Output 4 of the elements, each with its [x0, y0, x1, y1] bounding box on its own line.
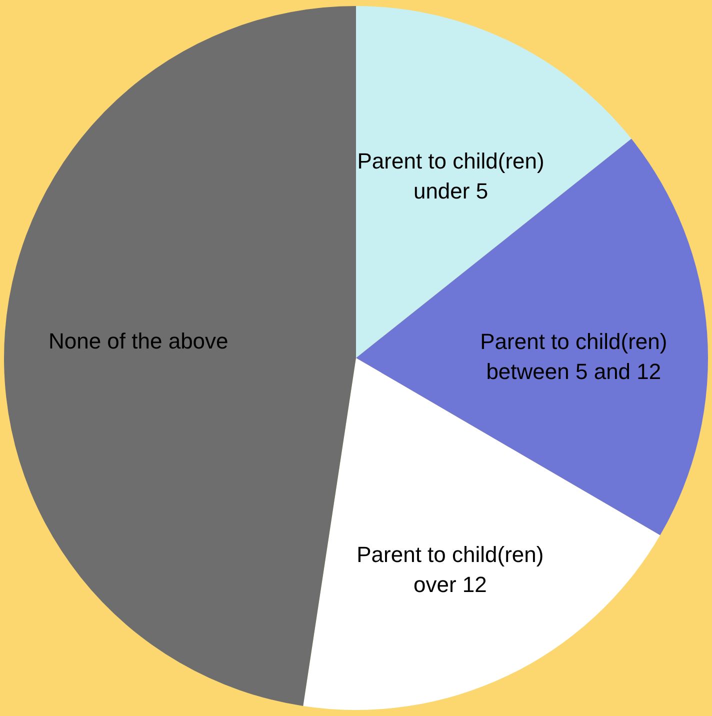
slice-label: Parent to child(ren) under 5	[357, 148, 544, 204]
slice-label: None of the above	[48, 328, 228, 354]
slice-label: Parent to child(ren) between 5 and 12	[480, 329, 668, 384]
slice-label: Parent to child(ren) over 12	[356, 542, 544, 597]
